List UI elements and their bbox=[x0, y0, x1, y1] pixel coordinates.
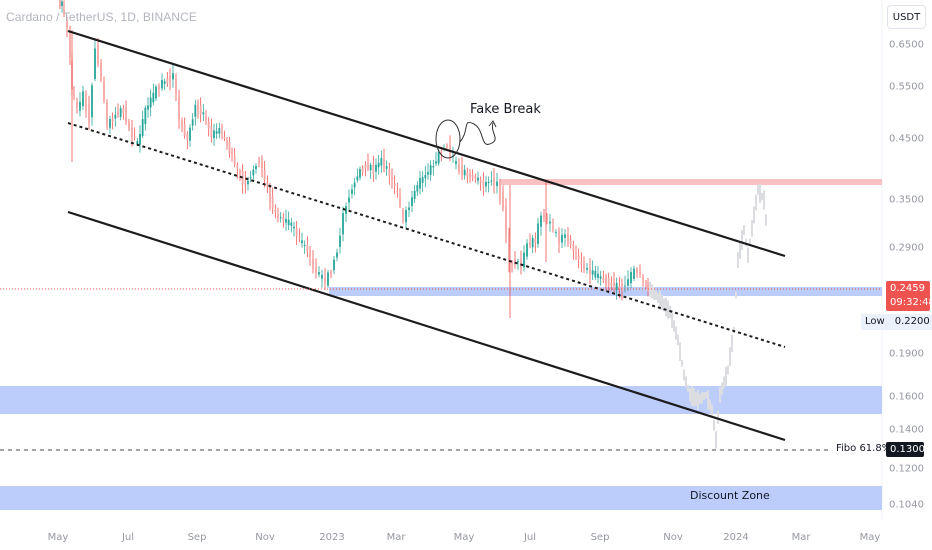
discount-zone-label: Discount Zone bbox=[690, 489, 770, 502]
time-axis-label: Jul bbox=[523, 532, 537, 543]
low-label: Low bbox=[861, 314, 889, 330]
time-axis-label: Nov bbox=[255, 532, 275, 543]
projection-layer bbox=[649, 183, 767, 449]
time-axis-label: Sep bbox=[187, 532, 207, 543]
time-axis-label: 2023 bbox=[319, 532, 345, 543]
price-axis-label: 0.2900 bbox=[889, 242, 924, 254]
discount-zone[interactable] bbox=[0, 486, 882, 510]
time-axis-label: Jul bbox=[121, 532, 135, 543]
time-axis-label: May bbox=[859, 532, 881, 543]
price-axis-label: 0.1900 bbox=[889, 348, 924, 360]
price-axis-label: 0.3500 bbox=[889, 194, 924, 206]
current-price-tag: 0.2459 09:32:48 bbox=[886, 281, 932, 311]
channel-lower-line[interactable] bbox=[67, 210, 786, 442]
demand-zone[interactable] bbox=[0, 386, 882, 414]
price-axis-label: 0.1040 bbox=[889, 499, 924, 511]
fake-break-arrow-icon[interactable] bbox=[459, 122, 496, 145]
channel-mid-line[interactable] bbox=[67, 122, 786, 348]
currency-button[interactable]: USDT bbox=[887, 5, 926, 29]
fibo-level-label: Fibo 61.8% bbox=[836, 443, 892, 454]
candles-layer bbox=[59, 0, 649, 318]
symbol-title[interactable]: Cardano / TetherUS, 1D, BINANCE bbox=[6, 10, 197, 24]
price-axis-label: 0.1200 bbox=[889, 463, 924, 475]
countdown-timer: 09:32:48 bbox=[890, 297, 932, 308]
low-price-tag: Low 0.2200 bbox=[861, 314, 932, 330]
time-axis-label: May bbox=[47, 532, 69, 543]
price-axis-label: 0.1400 bbox=[889, 424, 924, 436]
price-axis-label: 0.1600 bbox=[889, 391, 924, 403]
low-value: 0.2200 bbox=[888, 314, 932, 330]
price-axis-label: 0.4500 bbox=[889, 133, 924, 145]
fake-break-label: Fake Break bbox=[470, 102, 541, 117]
price-axis-label: 0.5500 bbox=[889, 81, 924, 93]
channel-upper-line[interactable] bbox=[67, 29, 786, 258]
support-zone[interactable] bbox=[329, 287, 882, 296]
time-axis-label: 2024 bbox=[723, 532, 749, 543]
time-axis-label: Mar bbox=[386, 532, 406, 543]
time-axis-label: Mar bbox=[791, 532, 811, 543]
arrow-head-icon bbox=[488, 120, 497, 128]
resistance-zone[interactable] bbox=[500, 179, 882, 185]
time-axis-label: Nov bbox=[663, 532, 683, 543]
zones-layer bbox=[0, 179, 882, 510]
fake-break-circle[interactable] bbox=[435, 119, 461, 159]
price-axis-label: 0.6500 bbox=[889, 39, 924, 51]
fibo-level-value: 0.1300 bbox=[886, 442, 925, 457]
time-axis-label: Sep bbox=[590, 532, 610, 543]
drawings-layer[interactable] bbox=[0, 29, 882, 451]
time-axis-label: May bbox=[453, 532, 475, 543]
current-price-value: 0.2459 bbox=[890, 283, 925, 294]
